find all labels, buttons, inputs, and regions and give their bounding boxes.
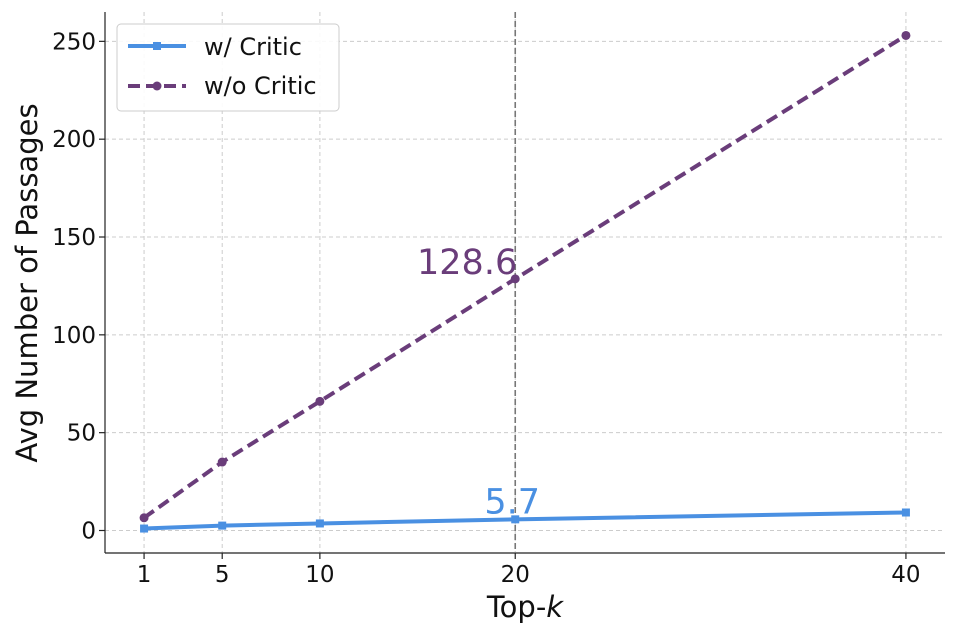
annotation-label: 5.7 [484,482,540,522]
data-point [901,508,910,517]
annotations: 128.6 5.7 [417,243,540,522]
axes [104,12,945,554]
series-line [142,33,907,520]
legend-marker-wo-critic [152,81,162,91]
legend: w/ Critic w/o Critic [116,23,340,112]
y-tick-label: 150 [52,225,96,251]
y-tick-label: 50 [67,421,96,447]
data-point [217,457,227,467]
data-point [140,524,149,533]
x-tick-label: 1 [137,562,152,588]
series-0 [140,508,910,533]
data-point [315,519,324,528]
data-point [901,30,911,40]
data-point [218,521,227,530]
series-1 [139,30,911,523]
y-axis-title: Avg Number of Passages [10,103,44,462]
legend-label-wo-critic: w/o Critic [204,72,317,100]
x-tick-label: 20 [501,562,530,588]
x-tick-label: 10 [305,562,334,588]
data-point [315,396,325,406]
y-tick-label: 250 [52,29,96,55]
x-tick-label: 40 [891,562,920,588]
x-axis-title: Top-k [486,590,564,624]
y-tick-label: 0 [81,518,96,544]
y-tick-label: 200 [52,127,96,153]
ticks: 1 5 10 20 40 0 50 100 150 200 250 [52,29,920,588]
y-tick-label: 100 [52,323,96,349]
data-point [511,515,520,524]
series [139,30,911,533]
data-point [139,513,149,523]
annotation-label: 128.6 [417,243,517,283]
legend-label-w-critic: w/ Critic [204,33,302,61]
legend-marker-w-critic [153,42,161,50]
data-point [510,274,520,284]
x-tick-label: 5 [215,562,230,588]
